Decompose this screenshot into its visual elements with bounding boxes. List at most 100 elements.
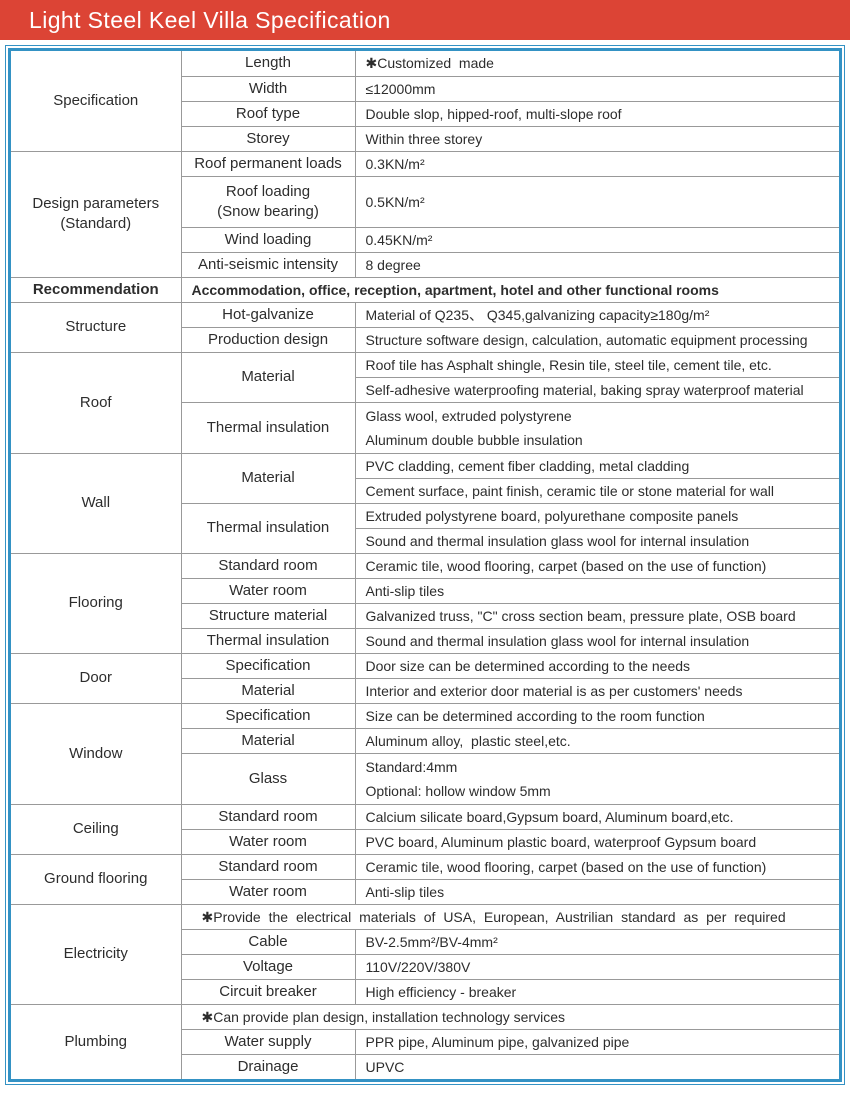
page-title: Light Steel Keel Villa Specification <box>29 6 391 33</box>
sub-cell: Specification <box>180 702 356 729</box>
table-row: Anti-seismic intensity 8 degree <box>11 251 840 278</box>
value-cell: PPR pipe, Aluminum pipe, galvanized pipe <box>354 1028 840 1055</box>
sub-cell: Hot-galvanize <box>180 301 356 328</box>
table-row: Roof type Double slop, hipped-roof, mult… <box>11 100 840 127</box>
category-cell-design-parameters: Design parameters (Standard) <box>10 150 182 278</box>
category-cell-roof: Roof <box>10 351 182 454</box>
sub-cell: Wind loading <box>180 226 356 253</box>
value-cell: ≤12000mm <box>354 75 840 102</box>
table-row: Water room Anti-slip tiles <box>11 878 840 905</box>
sub-cell: Water room <box>180 878 356 905</box>
table-row: Plumbing ✱Can provide plan design, insta… <box>10 1003 840 1080</box>
sub-cell: Storey <box>180 125 356 152</box>
sub-cell: Cable <box>180 928 356 955</box>
table-row: Thermal insulation Extruded polystyrene … <box>11 502 840 554</box>
category-cell-ceiling: Ceiling <box>10 803 182 855</box>
value-cell: Interior and exterior door material is a… <box>354 677 840 704</box>
value-cell: Aluminum alloy, plastic steel,etc. <box>354 727 840 754</box>
table-row: Door Specification Door size can be dete… <box>10 652 840 704</box>
sub-cell: Roof type <box>180 100 356 127</box>
category-cell-door: Door <box>10 652 182 704</box>
value-cell: Within three storey <box>354 125 840 152</box>
sub-cell: Drainage <box>180 1053 356 1080</box>
category-cell-structure: Structure <box>10 301 182 353</box>
spec-table: Specification Length ✱Customized made Wi… <box>10 50 840 1080</box>
sub-cell: Material <box>180 351 356 403</box>
table-row: Self-adhesive waterproofing material, ba… <box>11 376 840 403</box>
sub-cell: Thermal insulation <box>180 401 356 454</box>
table-row: Thermal insulation Glass wool, extruded … <box>11 401 840 454</box>
table-row: Electricity ✱Provide the electrical mate… <box>10 903 840 1005</box>
value-cell: Sound and thermal insulation glass wool … <box>354 527 840 554</box>
table-row: Circuit breaker High efficiency - breake… <box>11 978 840 1005</box>
sub-cell: Water room <box>180 828 356 855</box>
value-cell: Calcium silicate board,Gypsum board, Alu… <box>354 803 840 830</box>
sub-cell: Material <box>180 677 356 704</box>
table-row: Structure Hot-galvanize Material of Q235… <box>10 301 840 353</box>
value-cell: Cement surface, paint finish, ceramic ti… <box>354 477 840 504</box>
value-cell: 8 degree <box>354 251 840 278</box>
table-row: Specification Length ✱Customized made <box>10 50 840 152</box>
value-cell: Galvanized truss, "C" cross section beam… <box>354 602 840 629</box>
value-cell: PVC board, Aluminum plastic board, water… <box>354 828 840 855</box>
category-cell-electricity: Electricity <box>10 903 182 1005</box>
value-cell: Glass wool, extruded polystyrene Aluminu… <box>354 401 840 454</box>
table-row: Water room PVC board, Aluminum plastic b… <box>11 828 840 855</box>
table-row: Width ≤12000mm <box>11 75 840 102</box>
sub-cell: Width <box>180 75 356 102</box>
value-cell: 0.5KN/m² <box>354 175 840 228</box>
title-bar: Light Steel Keel Villa Specification <box>0 0 850 40</box>
category-cell-plumbing: Plumbing <box>10 1003 182 1080</box>
sub-cell: Structure material <box>180 602 356 629</box>
category-cell-window: Window <box>10 702 182 805</box>
value-cell: 0.45KN/m² <box>354 226 840 253</box>
table-row: Glass Standard:4mm Optional: hollow wind… <box>11 752 840 805</box>
value-cell: High efficiency - breaker <box>354 978 840 1005</box>
value-cell: Double slop, hipped-roof, multi-slope ro… <box>354 100 840 127</box>
table-row: Thermal insulation Sound and thermal ins… <box>11 627 840 654</box>
value-cell: ✱Can provide plan design, installation t… <box>180 1003 840 1030</box>
value-cell: Self-adhesive waterproofing material, ba… <box>354 376 840 403</box>
table-row: Storey Within three storey <box>11 125 840 152</box>
table-row: Structure material Galvanized truss, "C"… <box>11 602 840 629</box>
value-cell: BV-2.5mm²/BV-4mm² <box>354 928 840 955</box>
value-cell: Accommodation, office, reception, apartm… <box>180 276 840 303</box>
value-cell: Size can be determined according to the … <box>354 702 840 729</box>
table-row: Ceiling Standard room Calcium silicate b… <box>10 803 840 855</box>
sub-cell: Thermal insulation <box>180 627 356 654</box>
value-cell: Door size can be determined according to… <box>354 652 840 679</box>
value-cell: 110V/220V/380V <box>354 953 840 980</box>
value-cell: PVC cladding, cement fiber cladding, met… <box>354 452 840 479</box>
table-row: Wall Material PVC cladding, cement fiber… <box>10 452 840 554</box>
table-row: Voltage 110V/220V/380V <box>11 953 840 980</box>
table-row: Roof Material Roof tile has Asphalt shin… <box>10 351 840 454</box>
sub-cell: Circuit breaker <box>180 978 356 1005</box>
spec-table-frame: Specification Length ✱Customized made Wi… <box>8 48 842 1082</box>
table-row: Cement surface, paint finish, ceramic ti… <box>11 477 840 504</box>
category-cell-flooring: Flooring <box>10 552 182 654</box>
table-row: Sound and thermal insulation glass wool … <box>11 527 840 554</box>
category-cell-specification: Specification <box>10 50 182 152</box>
value-cell: ✱Provide the electrical materials of USA… <box>180 903 840 930</box>
value-cell: Roof tile has Asphalt shingle, Resin til… <box>354 351 840 378</box>
sub-cell: Material <box>180 452 356 504</box>
sub-cell: Material <box>180 727 356 754</box>
table-row: Flooring Standard room Ceramic tile, woo… <box>10 552 840 654</box>
sub-cell: Voltage <box>180 953 356 980</box>
value-cell: Material of Q235、 Q345,galvanizing capac… <box>354 301 840 328</box>
value-cell: ✱Customized made <box>354 50 840 77</box>
sub-cell: Thermal insulation <box>180 502 356 554</box>
sub-cell: Water supply <box>180 1028 356 1055</box>
value-cell: Ceramic tile, wood flooring, carpet (bas… <box>354 853 840 880</box>
sub-cell: Standard room <box>180 552 356 579</box>
table-row: Ground flooring Standard room Ceramic ti… <box>10 853 840 905</box>
table-row: Drainage UPVC <box>11 1053 840 1080</box>
sub-cell: Roof permanent loads <box>180 150 356 177</box>
value-cell: Anti-slip tiles <box>354 878 840 905</box>
sub-cell: Water room <box>180 577 356 604</box>
value-cell: Anti-slip tiles <box>354 577 840 604</box>
sub-cell: Length <box>180 50 356 77</box>
value-cell: Structure software design, calculation, … <box>354 326 840 353</box>
value-cell: Sound and thermal insulation glass wool … <box>354 627 840 654</box>
